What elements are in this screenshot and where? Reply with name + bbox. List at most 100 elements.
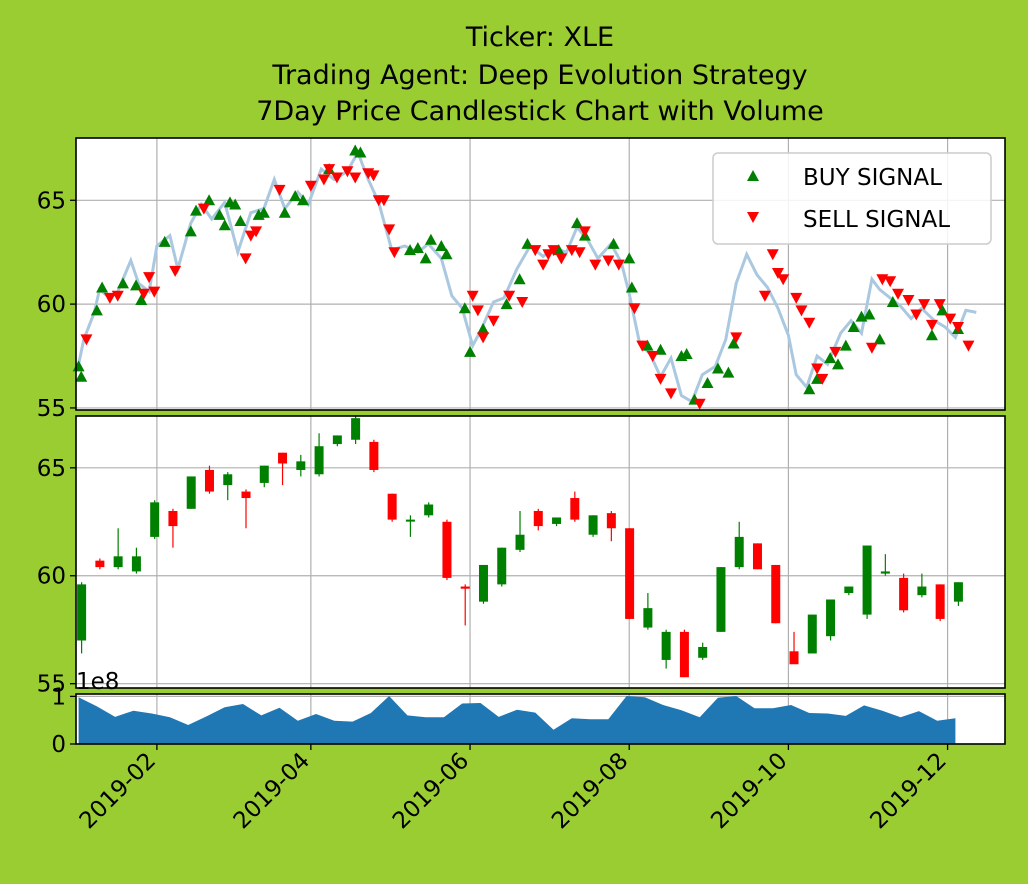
candle-body <box>515 534 525 550</box>
sell-signal-marker <box>766 249 779 261</box>
candle-body <box>296 461 306 470</box>
candle-body <box>661 631 671 660</box>
price-ytick-label: 55 <box>37 396 66 422</box>
candle-panel-y-ticks: 55 60 65 <box>37 456 76 698</box>
sell-signal-marker <box>944 313 957 325</box>
buy-signal-marker <box>873 333 886 345</box>
legend-buy-marker <box>747 170 759 181</box>
sell-signal-marker <box>612 259 625 271</box>
sell-signal-marker <box>693 398 706 410</box>
sell-signal-marker <box>317 174 330 186</box>
sell-signal-marker <box>341 166 354 178</box>
sell-signal-marker <box>383 224 396 236</box>
buy-signal-marker <box>701 377 714 389</box>
sell-signal-marker <box>330 172 343 184</box>
candle-body <box>880 571 890 574</box>
sell-signal-marker <box>239 253 252 265</box>
sell-signal-marker <box>573 247 586 259</box>
candle-body <box>460 586 470 589</box>
sell-signal-marker <box>487 315 500 327</box>
candle-body <box>77 584 87 641</box>
candle-ytick-label: 65 <box>37 456 66 482</box>
candle-ytick-label: 55 <box>37 672 66 698</box>
candle-panel-grid <box>76 416 1005 688</box>
buy-signal-marker <box>116 277 129 289</box>
sell-signal-marker <box>636 340 649 352</box>
chart-title-line-1: Ticker: XLE <box>465 22 614 53</box>
price-legend: BUY SIGNAL SELL SIGNAL <box>712 152 992 245</box>
buy-signal-marker <box>75 370 88 382</box>
candle-body <box>95 560 105 568</box>
sell-signal-marker <box>477 332 490 344</box>
sell-signal-marker <box>323 164 336 176</box>
candle-body <box>807 614 817 654</box>
candle-body <box>752 543 762 570</box>
sell-signal-markers <box>80 164 975 410</box>
sell-signal-marker <box>829 346 842 358</box>
buy-signal-marker <box>925 329 938 341</box>
buy-signal-marker <box>513 273 526 285</box>
sell-signal-marker <box>529 245 542 257</box>
sell-signal-marker <box>80 334 93 346</box>
sell-signal-marker <box>578 226 591 238</box>
sell-signal-marker <box>537 259 550 271</box>
sell-signal-marker <box>795 305 808 317</box>
buy-signal-marker <box>464 345 477 357</box>
candle-body <box>716 567 726 632</box>
buy-signal-marker <box>680 347 693 359</box>
candle-body <box>643 608 653 628</box>
buy-signal-marker <box>831 358 844 370</box>
candle-body <box>405 519 415 522</box>
sell-signal-marker <box>148 286 161 298</box>
candle-body <box>899 577 909 611</box>
buy-signal-marker <box>886 296 899 308</box>
buy-signal-marker <box>552 244 565 256</box>
candle-body <box>387 493 397 520</box>
volume-panel-y-ticks: 01 <box>51 684 76 758</box>
buy-signal-marker <box>641 339 654 351</box>
buy-signal-marker <box>711 362 724 374</box>
chart-title-line-2: Trading Agent: Deep Evolution Strategy <box>271 60 807 91</box>
volume-panel: 01 1e8 <box>51 669 1006 758</box>
candle-panel-background <box>76 416 1005 688</box>
price-ytick-label: 65 <box>37 188 66 214</box>
candle-body <box>552 517 562 524</box>
candle-body <box>478 564 488 602</box>
sell-signal-marker <box>304 180 317 192</box>
buy-signal-marker <box>213 208 226 220</box>
buy-signal-markers <box>72 144 965 405</box>
candle-body <box>259 465 269 483</box>
sell-signal-marker <box>273 184 286 196</box>
candle-body <box>698 646 708 658</box>
buy-signal-marker <box>424 233 437 245</box>
candle-body <box>131 556 141 572</box>
candle-body <box>533 510 543 527</box>
buy-signal-marker <box>607 237 620 249</box>
buy-signal-marker <box>135 293 148 305</box>
sell-signal-marker <box>730 332 743 344</box>
legend-sell-label: SELL SIGNAL <box>803 207 950 233</box>
sell-signal-marker <box>516 297 529 309</box>
buy-signal-marker <box>722 366 735 378</box>
buy-signal-marker <box>803 383 816 395</box>
buy-signal-marker <box>847 320 860 332</box>
buy-signal-marker <box>477 323 490 335</box>
candle-body <box>497 547 507 585</box>
buy-signal-marker <box>411 242 424 254</box>
volume-scale-label: 1e8 <box>76 669 119 695</box>
candle-body <box>625 528 635 619</box>
sell-signal-marker <box>918 299 931 311</box>
buy-signal-marker <box>936 304 949 316</box>
candle-body <box>168 510 178 527</box>
sell-signal-marker <box>803 317 816 329</box>
sell-signal-marker <box>367 170 380 182</box>
candle-body <box>186 476 196 509</box>
candle-body <box>588 515 598 535</box>
legend-sell-marker <box>747 212 759 223</box>
sell-signal-marker <box>790 292 803 304</box>
chart-title: Ticker: XLE Trading Agent: Deep Evolutio… <box>256 22 824 127</box>
sell-signal-marker <box>197 203 210 215</box>
sell-signal-marker <box>933 299 946 311</box>
buy-signal-marker <box>419 252 432 264</box>
candle-body <box>844 586 854 594</box>
